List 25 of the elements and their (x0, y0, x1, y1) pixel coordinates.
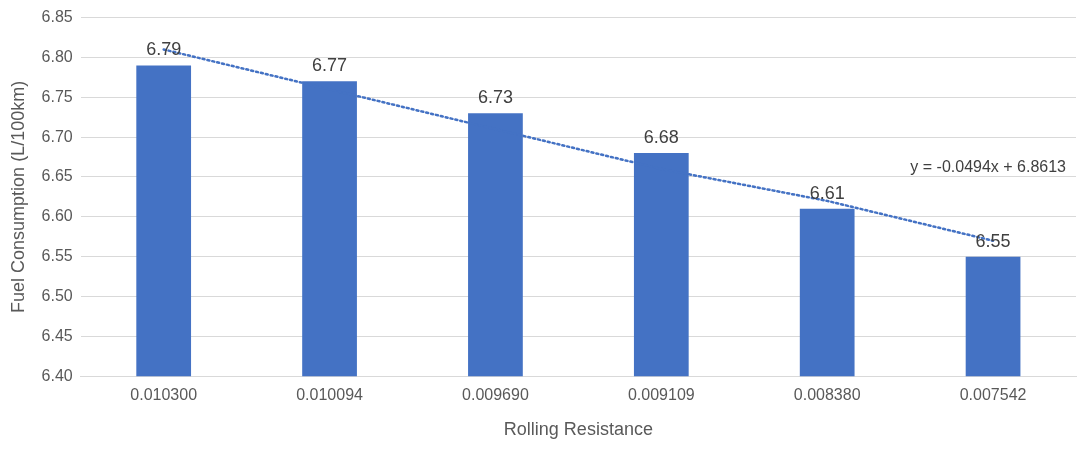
x-tick-label: 0.008380 (793, 386, 861, 404)
x-tick-label: 0.009109 (627, 386, 695, 404)
data-label: 6.77 (312, 55, 348, 76)
y-tick-label: 6.55 (41, 247, 73, 265)
data-label: 6.73 (477, 87, 513, 108)
x-tick-label: 0.010094 (296, 386, 364, 404)
x-tick-label: 0.009690 (462, 386, 529, 404)
y-axis-title: Fuel Consumption (L/100km) (7, 80, 28, 313)
x-tick-label: 0.010300 (130, 386, 198, 404)
y-tick-label: 6.40 (41, 366, 73, 384)
y-tick-label: 6.75 (41, 87, 73, 105)
data-label: 6.79 (146, 39, 182, 60)
x-axis-title: Rolling Resistance (503, 419, 653, 440)
y-tick-label: 6.85 (41, 8, 73, 26)
annotation: y = -0.0494x + 6.8613 (910, 157, 1067, 175)
data-label: 6.61 (809, 182, 845, 203)
data-label: 6.68 (643, 127, 679, 148)
y-tick-label: 6.60 (41, 207, 73, 225)
x-tick-label: 0.007542 (959, 386, 1027, 404)
data-label: 6.55 (975, 230, 1011, 251)
y-tick-label: 6.50 (41, 286, 73, 304)
y-tick-label: 6.80 (41, 47, 73, 65)
y-tick-label: 6.65 (41, 167, 73, 185)
y-tick-label: 6.45 (41, 326, 73, 344)
y-tick-label: 6.70 (41, 127, 73, 145)
